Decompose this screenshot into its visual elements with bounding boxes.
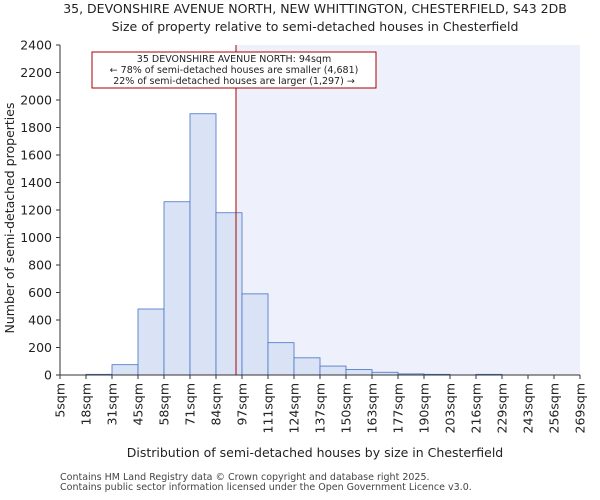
bar-series — [85, 113, 503, 376]
bar — [163, 201, 191, 376]
larger-region-background — [236, 45, 580, 375]
x-tick-label: 216sqm — [469, 383, 484, 433]
annotation-border — [91, 51, 377, 89]
x-tick-label: 229sqm — [495, 383, 510, 433]
x-axis-ticks: 5sqm 18sqm 31sqm 45sqm 58sqm 71sqm 84sqm 97sqm 1… — [53, 375, 588, 433]
annotation-line-2: ← 78% of semi-detached houses are smalle… — [110, 65, 359, 76]
bar — [267, 342, 295, 376]
annotation-line-1: 35 DEVONSHIRE AVENUE NORTH: 94sqm — [137, 54, 331, 65]
y-axis-label: Number of semi-detached properties — [2, 103, 17, 334]
bar — [241, 293, 269, 376]
y-axis-ticks: 0 200 400 600 800 1000 1200 1400 1600 1800 2000 220… — [20, 38, 60, 383]
x-tick-label: 97sqm — [235, 383, 250, 426]
x-tick-label: 71sqm — [183, 383, 198, 426]
y-tick-label: 1200 — [20, 203, 52, 218]
y-tick-label: 800 — [28, 258, 52, 273]
chart-title: 35, DEVONSHIRE AVENUE NORTH, NEW WHITTIN… — [63, 1, 567, 16]
x-tick-label: 269sqm — [573, 383, 588, 433]
annotation-line-3: 22% of semi-detached houses are larger (… — [113, 76, 355, 87]
x-tick-label: 124sqm — [287, 383, 302, 433]
y-tick-label: 2200 — [20, 65, 52, 80]
chart-subtitle: Size of property relative to semi-detach… — [112, 19, 519, 34]
x-tick-label: 45sqm — [131, 383, 146, 426]
x-tick-label: 18sqm — [79, 383, 94, 426]
x-tick-label: 243sqm — [521, 383, 536, 433]
y-tick-label: 1800 — [20, 120, 52, 135]
x-tick-label: 84sqm — [209, 383, 224, 426]
x-tick-label: 177sqm — [391, 383, 406, 433]
x-tick-label: 163sqm — [365, 383, 380, 433]
bar — [215, 212, 243, 376]
bar — [137, 308, 165, 376]
x-tick-label: 256sqm — [547, 383, 562, 433]
x-axis-label: Distribution of semi-detached houses by … — [127, 445, 503, 460]
x-tick-label: 150sqm — [339, 383, 354, 433]
histogram-chart: 35, DEVONSHIRE AVENUE NORTH, NEW WHITTIN… — [2, 1, 588, 460]
y-tick-label: 200 — [28, 340, 52, 355]
y-tick-label: 1600 — [20, 148, 52, 163]
y-tick-label: 600 — [28, 285, 52, 300]
y-tick-label: 2400 — [20, 38, 52, 53]
footer-copyright: Contains HM Land Registry data © Crown c… — [60, 472, 430, 483]
x-tick-label: 137sqm — [313, 383, 328, 433]
x-tick-label: 203sqm — [443, 383, 458, 433]
bar — [293, 357, 321, 376]
x-tick-label: 5sqm — [53, 383, 68, 418]
x-tick-label: 58sqm — [157, 383, 172, 426]
y-tick-label: 2000 — [20, 93, 52, 108]
y-tick-label: 1000 — [20, 230, 52, 245]
bar — [111, 364, 139, 376]
y-tick-label: 1400 — [20, 175, 52, 190]
x-tick-label: 111sqm — [261, 383, 276, 433]
x-tick-label: 190sqm — [417, 383, 432, 433]
bar — [319, 365, 347, 376]
footer-licence: Contains public sector information licen… — [60, 482, 472, 493]
bar — [189, 113, 217, 376]
bar — [345, 369, 373, 376]
y-tick-label: 0 — [44, 368, 52, 383]
annotation-box: 35 DEVONSHIRE AVENUE NORTH: 94sqm ← 78% … — [91, 51, 377, 89]
x-tick-label: 31sqm — [105, 383, 120, 426]
y-tick-label: 400 — [28, 313, 52, 328]
